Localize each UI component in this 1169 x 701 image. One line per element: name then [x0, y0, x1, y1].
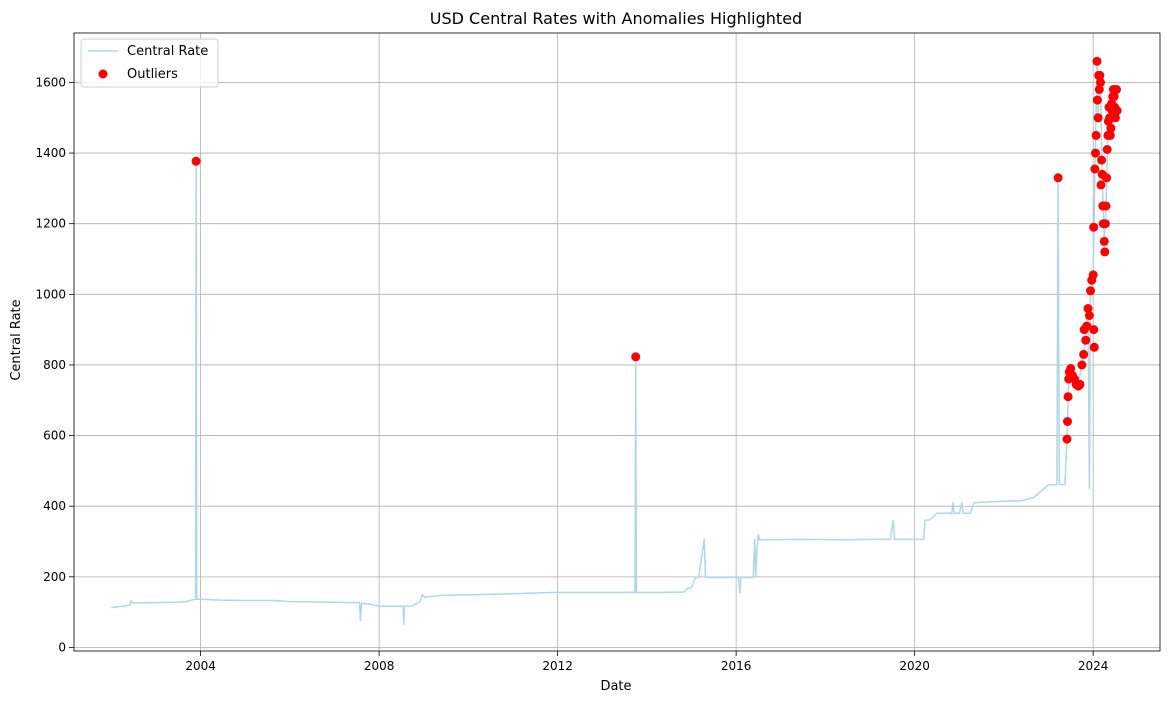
y-tick-label: 1000 [35, 287, 66, 301]
y-tick-label: 200 [43, 570, 66, 584]
outlier-point [1109, 92, 1119, 102]
outlier-point [1088, 270, 1098, 280]
legend-marker-outliers [98, 69, 108, 79]
x-tick-label: 2004 [185, 659, 216, 673]
outlier-point [1096, 77, 1105, 87]
legend-label-outliers: Outliers [127, 67, 178, 82]
outlier-point [1094, 85, 1104, 94]
outlier-point [1062, 434, 1072, 444]
outlier-point [1079, 349, 1089, 359]
tick-labels: 2004 2008 2012 2016 2020 2024 0 200 400 600 800 100… [35, 75, 1108, 673]
x-tick-label: 2012 [542, 659, 573, 673]
outlier-point [1105, 130, 1115, 140]
outlier-point [1101, 201, 1111, 211]
y-tick-label: 400 [43, 499, 66, 513]
outlier-point [1097, 155, 1107, 165]
plot-frame [73, 32, 1161, 652]
outlier-point [1081, 335, 1091, 345]
outlier-point [1102, 145, 1112, 154]
outlier-point [1096, 180, 1106, 190]
axes [69, 32, 1161, 656]
outlier-point [1066, 364, 1076, 373]
outlier-point [1089, 325, 1099, 335]
y-tick-label: 600 [43, 429, 66, 443]
outlier-point [1102, 173, 1112, 183]
outlier-point [1077, 360, 1087, 370]
outlier-point [1110, 113, 1120, 123]
outlier-point [1083, 304, 1093, 313]
outlier-point [1112, 85, 1121, 94]
outlier-point [1089, 342, 1099, 352]
outlier-point [1063, 417, 1072, 426]
outlier-point [1092, 95, 1102, 105]
outlier-point [1090, 164, 1100, 174]
y-axis-label: Central Rate [9, 299, 24, 380]
y-tick-label: 1600 [35, 75, 66, 89]
y-tick-label: 0 [58, 640, 66, 654]
outlier-point [1091, 148, 1100, 158]
outlier-point [1093, 113, 1103, 123]
outlier-point [1099, 236, 1109, 246]
outlier-point [1086, 286, 1095, 296]
outlier-point [631, 352, 641, 362]
outlier-point [1063, 392, 1073, 402]
x-tick-label: 2020 [899, 659, 930, 673]
outlier-point [1075, 379, 1085, 389]
series-layer [111, 56, 1122, 626]
x-tick-label: 2008 [364, 659, 395, 673]
x-axis-label: Date [600, 679, 631, 694]
legend: Central Rate Outliers [80, 38, 219, 88]
legend-label-central-rate: Central Rate [127, 44, 208, 59]
y-tick-label: 1400 [35, 146, 66, 160]
y-tick-label: 800 [43, 358, 66, 372]
outlier-point [1089, 222, 1099, 232]
y-tick-label: 1200 [35, 217, 66, 231]
x-tick-label: 2016 [721, 659, 752, 673]
chart-title: USD Central Rates with Anomalies Highlig… [430, 9, 802, 28]
outlier-point [191, 156, 201, 166]
outlier-point [1095, 70, 1105, 80]
outlier-point [1092, 56, 1102, 66]
outlier-point [1100, 219, 1110, 229]
series-line-central-rate [111, 60, 1118, 626]
outlier-point [1084, 311, 1094, 320]
outlier-point [1091, 130, 1101, 140]
outlier-point [1053, 173, 1063, 183]
outlier-point [1112, 106, 1122, 116]
outlier-point [1106, 123, 1116, 133]
outlier-point [1100, 247, 1110, 257]
outlier-point [1082, 321, 1092, 331]
x-tick-label: 2024 [1078, 659, 1109, 673]
